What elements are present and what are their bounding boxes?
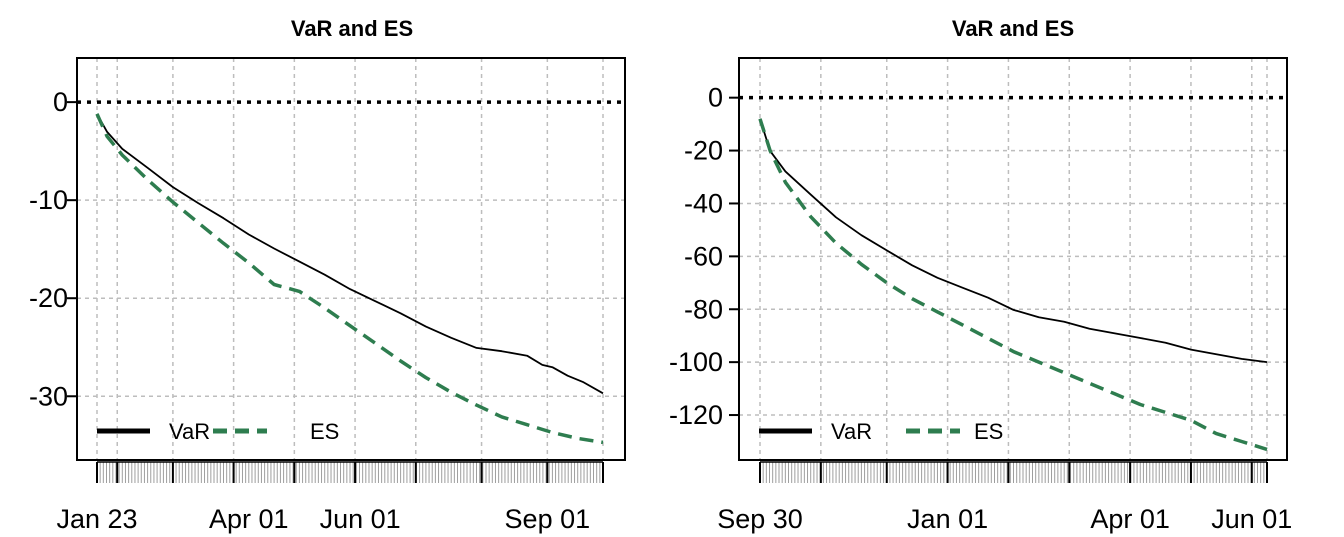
right-chart-panel: VaR and ES 0 -20 -40 -60 -80 -100 -120 Sep 30 Ja…: [669, 16, 1292, 534]
right-y-tick-label-4: -80: [684, 294, 723, 324]
left-chart-panel: VaR and ES 0 -10 -20 -30 Jan 23 Apr 01 Jun 01 S…: [29, 16, 626, 534]
right-y-tick-label-2: -40: [684, 188, 723, 218]
right-series: [758, 118, 1268, 452]
left-chart-title: VaR and ES: [291, 16, 413, 41]
left-y-tick-label-1: -10: [29, 185, 68, 215]
right-legend-es-label: ES: [974, 419, 1003, 444]
right-legend: VaR ES: [759, 419, 1003, 444]
left-grid: [77, 58, 625, 460]
right-axes: 0 -20 -40 -60 -80 -100 -120 Sep 30 Jan 01 Apr 01 J…: [669, 83, 1292, 534]
right-x-tick-label-3: Jun 01: [1211, 504, 1292, 534]
right-grid: [739, 58, 1287, 460]
left-x-tick-label-3: Sep 01: [505, 504, 591, 534]
right-plot-frame: [738, 57, 1288, 461]
left-legend-var-label: VaR: [169, 419, 210, 444]
left-series-es-line: [95, 113, 604, 445]
left-series: [95, 113, 604, 445]
left-axes: 0 -10 -20 -30 Jan 23 Apr 01 Jun 01 Sep 01: [29, 87, 604, 534]
right-series-var-line: [759, 118, 1268, 363]
left-x-tick-label-0: Jan 23: [56, 504, 137, 534]
left-x-tick-label-2: Jun 01: [320, 504, 401, 534]
left-date-rug: [96, 462, 604, 483]
right-x-tick-label-0: Sep 30: [717, 504, 803, 534]
right-chart-title: VaR and ES: [952, 16, 1074, 41]
left-y-tick-label-0: 0: [53, 87, 68, 117]
left-series-var-line: [96, 113, 604, 395]
left-legend: VaR ES: [97, 419, 339, 444]
left-plot-frame: [76, 57, 626, 461]
left-legend-es-label: ES: [310, 419, 339, 444]
right-date-rug: [759, 462, 1268, 483]
right-y-tick-label-3: -60: [684, 241, 723, 271]
left-y-tick-label-2: -20: [29, 283, 68, 313]
right-y-tick-label-1: -20: [684, 136, 723, 166]
right-x-tick-label-1: Jan 01: [907, 504, 988, 534]
right-series-es-line: [758, 118, 1268, 452]
right-x-tick-label-2: Apr 01: [1090, 504, 1170, 534]
right-legend-var-label: VaR: [831, 419, 872, 444]
right-y-tick-label-5: -100: [669, 347, 723, 377]
left-x-tick-label-1: Apr 01: [209, 504, 289, 534]
right-y-tick-label-0: 0: [708, 83, 723, 113]
left-y-tick-label-3: -30: [29, 381, 68, 411]
right-y-tick-label-6: -120: [669, 400, 723, 430]
